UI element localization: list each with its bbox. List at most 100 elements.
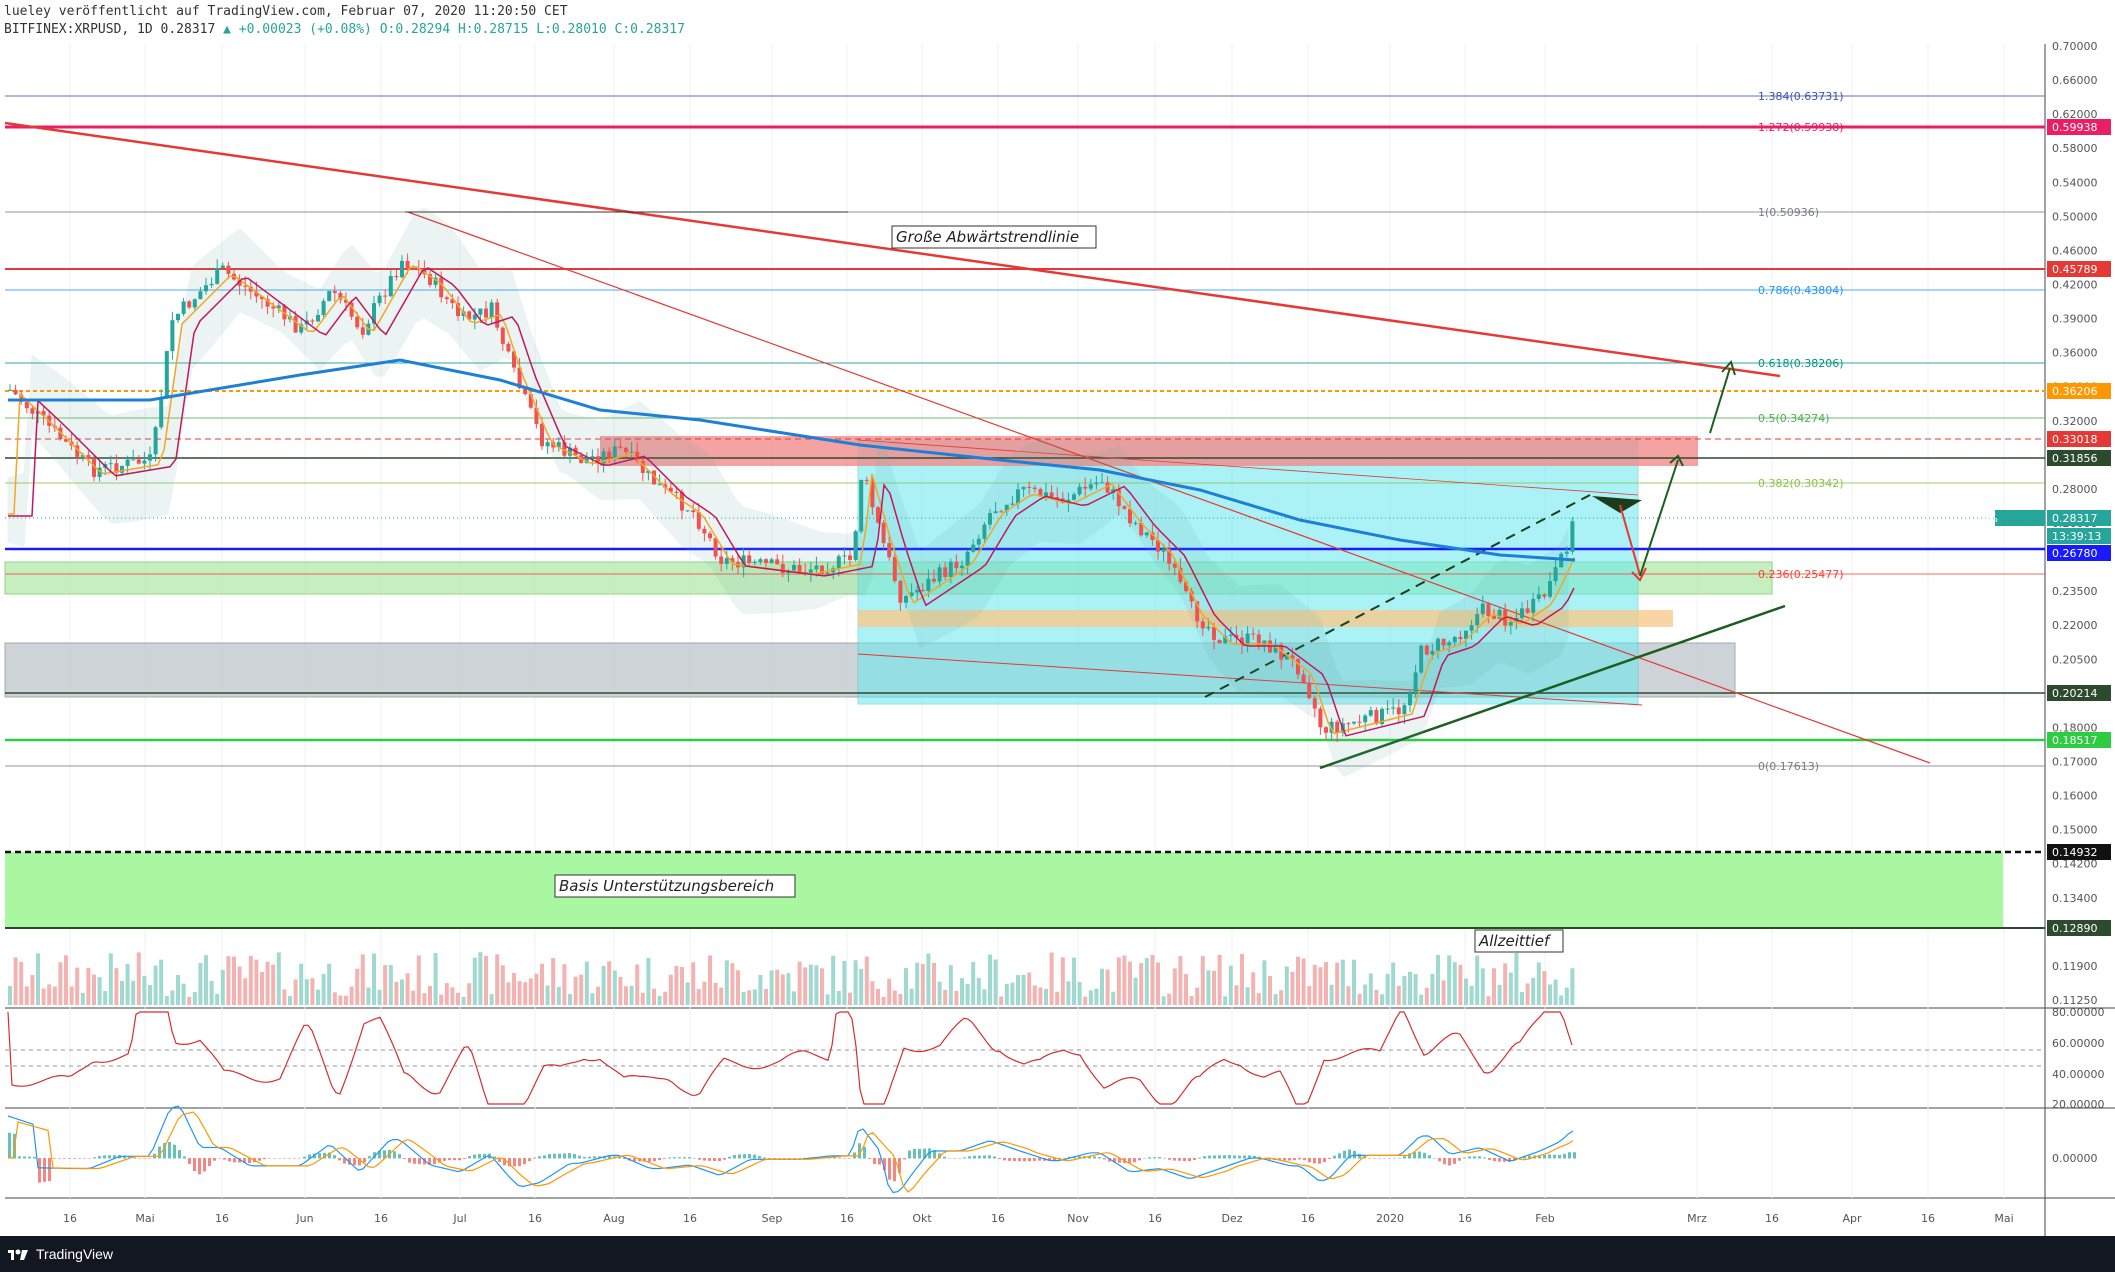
macd-hist-bar	[498, 1158, 501, 1162]
macd-hist-bar	[1393, 1158, 1396, 1159]
macd-hist-bar	[743, 1154, 746, 1159]
macd-hist-bar	[123, 1155, 126, 1159]
macd-hist-bar	[638, 1158, 641, 1162]
candle-body	[864, 479, 869, 481]
macd-hist-bar	[1133, 1158, 1136, 1163]
volume-bar	[209, 980, 214, 1005]
fib-label: 0.618(0.38206)	[1758, 357, 1844, 370]
macd-hist-bar	[373, 1152, 376, 1159]
candle-body	[876, 507, 880, 523]
candle-body	[1508, 622, 1513, 626]
volume-bar	[366, 987, 371, 1005]
candle-body	[769, 559, 774, 563]
candle-body	[1290, 655, 1295, 660]
macd-hist-bar	[938, 1153, 941, 1159]
macd-hist-bar	[1303, 1158, 1306, 1161]
volume-bar	[467, 983, 472, 1005]
candle-body	[1464, 630, 1468, 640]
volume-bar	[377, 989, 382, 1005]
volume-bar	[965, 983, 970, 1005]
x-tick-label: 16	[63, 1212, 77, 1225]
candle-body	[545, 442, 550, 447]
volume-bar	[1475, 955, 1480, 1005]
candle-body	[1212, 626, 1216, 640]
macd-hist-bar	[1158, 1157, 1161, 1159]
price-label: 13:39:13	[2052, 530, 2101, 543]
x-tick-label: Aug	[603, 1212, 624, 1225]
macd-hist-bar	[763, 1157, 766, 1159]
macd-pane	[7, 1105, 1576, 1194]
candle-body	[568, 447, 572, 456]
volume-bar	[1094, 988, 1099, 1005]
volume-bar	[618, 976, 623, 1005]
candle-body	[360, 327, 365, 335]
price-chart[interactable]: 1.384(0.63731) 1.272(0.59938) 1(0.50936) 0.…	[0, 0, 2115, 1236]
macd-hist-bar	[798, 1158, 801, 1159]
volume-bar	[719, 987, 724, 1005]
volume-bar	[176, 975, 180, 1005]
footer-brand: TradingView	[36, 1246, 114, 1262]
volume-bar	[1436, 955, 1440, 1005]
candle-body	[1027, 486, 1032, 488]
macd-hist-bar	[1348, 1149, 1351, 1159]
candle-body	[377, 295, 382, 304]
macd-hist-bar	[533, 1157, 536, 1159]
volume-bar	[75, 967, 80, 1005]
macd-hist-bar	[1208, 1155, 1211, 1159]
candle-body	[97, 467, 102, 477]
macd-hist-bar	[1573, 1152, 1576, 1159]
volume-bar	[635, 964, 640, 1005]
candle-body	[747, 555, 752, 563]
volume-bar	[1559, 995, 1564, 1005]
macd-hist-bar	[113, 1155, 116, 1159]
volume-bar	[1088, 990, 1093, 1005]
volume-bar	[1128, 961, 1132, 1005]
volume-bar	[1441, 980, 1446, 1005]
candle-body	[467, 311, 472, 320]
candle-body	[1520, 608, 1524, 618]
volume-bar	[1492, 968, 1496, 1005]
candle-body	[629, 451, 634, 453]
volume-bar	[870, 981, 875, 1005]
macd-hist-bar	[213, 1158, 216, 1161]
volume-bar	[164, 996, 169, 1005]
macd-hist-bar	[68, 1158, 71, 1159]
candle-body	[584, 457, 589, 464]
candle-body	[192, 299, 197, 308]
macd-hist-bar	[648, 1158, 651, 1162]
macd-hist-bar	[73, 1158, 76, 1159]
macd-hist-bar	[898, 1158, 901, 1174]
candle-body	[41, 411, 46, 416]
macd-hist-bar	[1373, 1158, 1376, 1159]
macd-hist-bar	[953, 1158, 956, 1159]
macd-hist-bar	[1203, 1156, 1206, 1159]
candle-body	[764, 559, 768, 563]
volume-bar	[1368, 973, 1373, 1005]
macd-hist-bar	[983, 1155, 986, 1159]
macd-hist-bar	[223, 1158, 226, 1160]
time-axis[interactable]: 16 Mai 16 Jun 16 Jul 16 Aug 16 Sep 16 Okt 16 Nov 16 Dez…	[63, 1212, 2014, 1225]
candle-body	[1363, 715, 1368, 723]
candle-body	[1408, 693, 1412, 706]
volume-bar	[920, 964, 925, 1005]
macd-hist-bar	[143, 1158, 146, 1159]
volume-bar	[136, 952, 141, 1005]
candle-body	[758, 559, 763, 562]
candle-body	[926, 578, 931, 591]
y-tick-label: 0.22000	[2052, 619, 2098, 632]
candle-body	[1346, 723, 1351, 725]
macd-hist-bar	[298, 1158, 301, 1159]
volume-bar	[1206, 970, 1211, 1005]
macd-hist-bar	[1228, 1155, 1231, 1159]
volume-bar	[80, 992, 85, 1005]
volume-bar	[730, 963, 735, 1005]
volume-bar	[131, 980, 136, 1005]
candle-body	[1128, 508, 1132, 524]
price-axis[interactable]: 0.70000 0.66000 0.62000 0.58000 0.54000 0.500…	[2052, 40, 2105, 1165]
macd-hist-bar	[1433, 1157, 1436, 1159]
publish-info: lueley veröffentlicht auf TradingView.co…	[4, 4, 568, 19]
volume-bar	[248, 955, 253, 1005]
macd-hist-bar	[543, 1155, 546, 1159]
macd-hist-bar	[633, 1158, 636, 1162]
candle-body	[1301, 674, 1306, 683]
